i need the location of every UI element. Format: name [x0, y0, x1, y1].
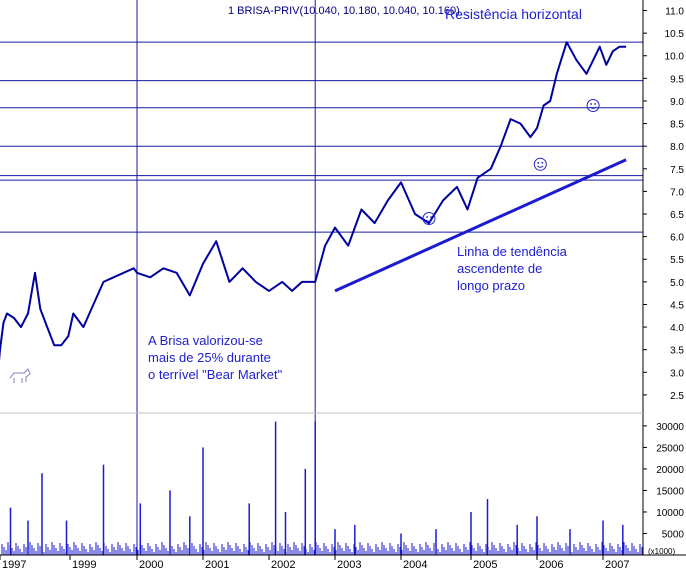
x-tick-label: 2004	[403, 559, 427, 570]
volume-tick-label: 5000	[662, 529, 685, 540]
smiley-icon	[533, 157, 547, 171]
y-tick-label: 3.5	[670, 346, 684, 357]
bear-label-line1: A Brisa valorizou-se	[148, 333, 263, 348]
smiley-markers	[422, 99, 600, 225]
y-tick-label: 9.0	[670, 97, 684, 108]
chart-title: 1 BRISA-PRIV(10.040, 10.180, 10.040, 10.…	[228, 5, 460, 17]
y-tick-label: 7.5	[670, 165, 684, 176]
x-tick-label: 2002	[271, 559, 295, 570]
x-tick-label: 1997	[2, 559, 26, 570]
smiley-eye	[426, 216, 428, 218]
smiley-face	[586, 99, 600, 112]
x-tick-label: 2003	[337, 559, 361, 570]
trend-label-line1: Linha de tendência	[457, 244, 568, 259]
y-tick-label: 6.5	[670, 210, 684, 221]
smiley-mouth	[589, 106, 597, 109]
x-tick-label: 2001	[205, 559, 229, 570]
smiley-face	[533, 157, 547, 171]
smiley-icon	[586, 99, 600, 112]
ox-icon	[9, 368, 31, 383]
annotations: 1 BRISA-PRIV(10.040, 10.180, 10.040, 10.…	[148, 5, 675, 556]
trendline-layer	[334, 158, 627, 293]
y-tick-label: 10.5	[665, 29, 685, 40]
y-tick-label: 7.0	[670, 187, 684, 198]
tick-labels: 2.5 3.0 3.5 4.0 4.5 5.0 5.5 6.0 6.5 7.0 7.5 8.0 8.5 9…	[0, 7, 684, 570]
y-tick-label: 4.0	[670, 323, 684, 334]
y-tick-label: 11.0	[665, 7, 684, 18]
smiley-mouth	[425, 219, 433, 222]
y-tick-label: 9.5	[670, 74, 684, 85]
x-tick-label: 2006	[539, 559, 563, 570]
y-tick-label: 8.5	[670, 120, 684, 131]
volume-tick-label: 20000	[656, 465, 684, 476]
y-tick-label: 2.5	[670, 391, 684, 402]
axes-layer	[0, 0, 686, 556]
y-tick-label: 5.0	[670, 278, 684, 289]
y-tick-label: 3.0	[670, 368, 684, 379]
trend-label-line2: ascendente de	[457, 261, 542, 276]
x-tick-label: 1999	[72, 559, 96, 570]
price-series	[0, 41, 627, 362]
trend-label-line3: longo prazo	[457, 278, 525, 293]
y-tick-label: 6.0	[670, 233, 684, 244]
grid-layer	[0, 0, 643, 555]
smiley-mouth	[536, 165, 544, 168]
bear-label-line2: mais de 25% durante	[148, 350, 271, 365]
volume-tick-label: 15000	[656, 486, 684, 497]
y-tick-label: 5.5	[670, 255, 684, 266]
resistance-label: Resistência horizontal	[445, 6, 582, 22]
smiley-eye	[541, 161, 544, 164]
x-tick-label: 2007	[605, 559, 629, 570]
smiley-eye	[430, 216, 432, 218]
y-tick-label: 4.5	[670, 300, 684, 311]
volume-tick-label: 10000	[656, 508, 684, 519]
volume-tick-label: 25000	[656, 443, 684, 454]
price-line	[0, 41, 627, 362]
volume-unit-label: (x1000)	[648, 547, 675, 556]
volume-tick-label: 30000	[656, 422, 684, 433]
smiley-face	[422, 212, 436, 225]
y-tick-label: 10.0	[665, 52, 685, 63]
bear-label-line3: o terrível "Bear Market"	[148, 367, 283, 382]
smiley-eye	[594, 103, 596, 105]
x-tick-label: 2005	[473, 559, 497, 570]
y-tick-label: 8.0	[670, 142, 684, 153]
smiley-icon	[422, 212, 436, 225]
smiley-eye	[537, 161, 540, 164]
x-tick-label: 2000	[139, 559, 163, 570]
trendline	[334, 158, 627, 293]
smiley-eye	[590, 103, 592, 105]
volume-bars	[1, 421, 643, 555]
